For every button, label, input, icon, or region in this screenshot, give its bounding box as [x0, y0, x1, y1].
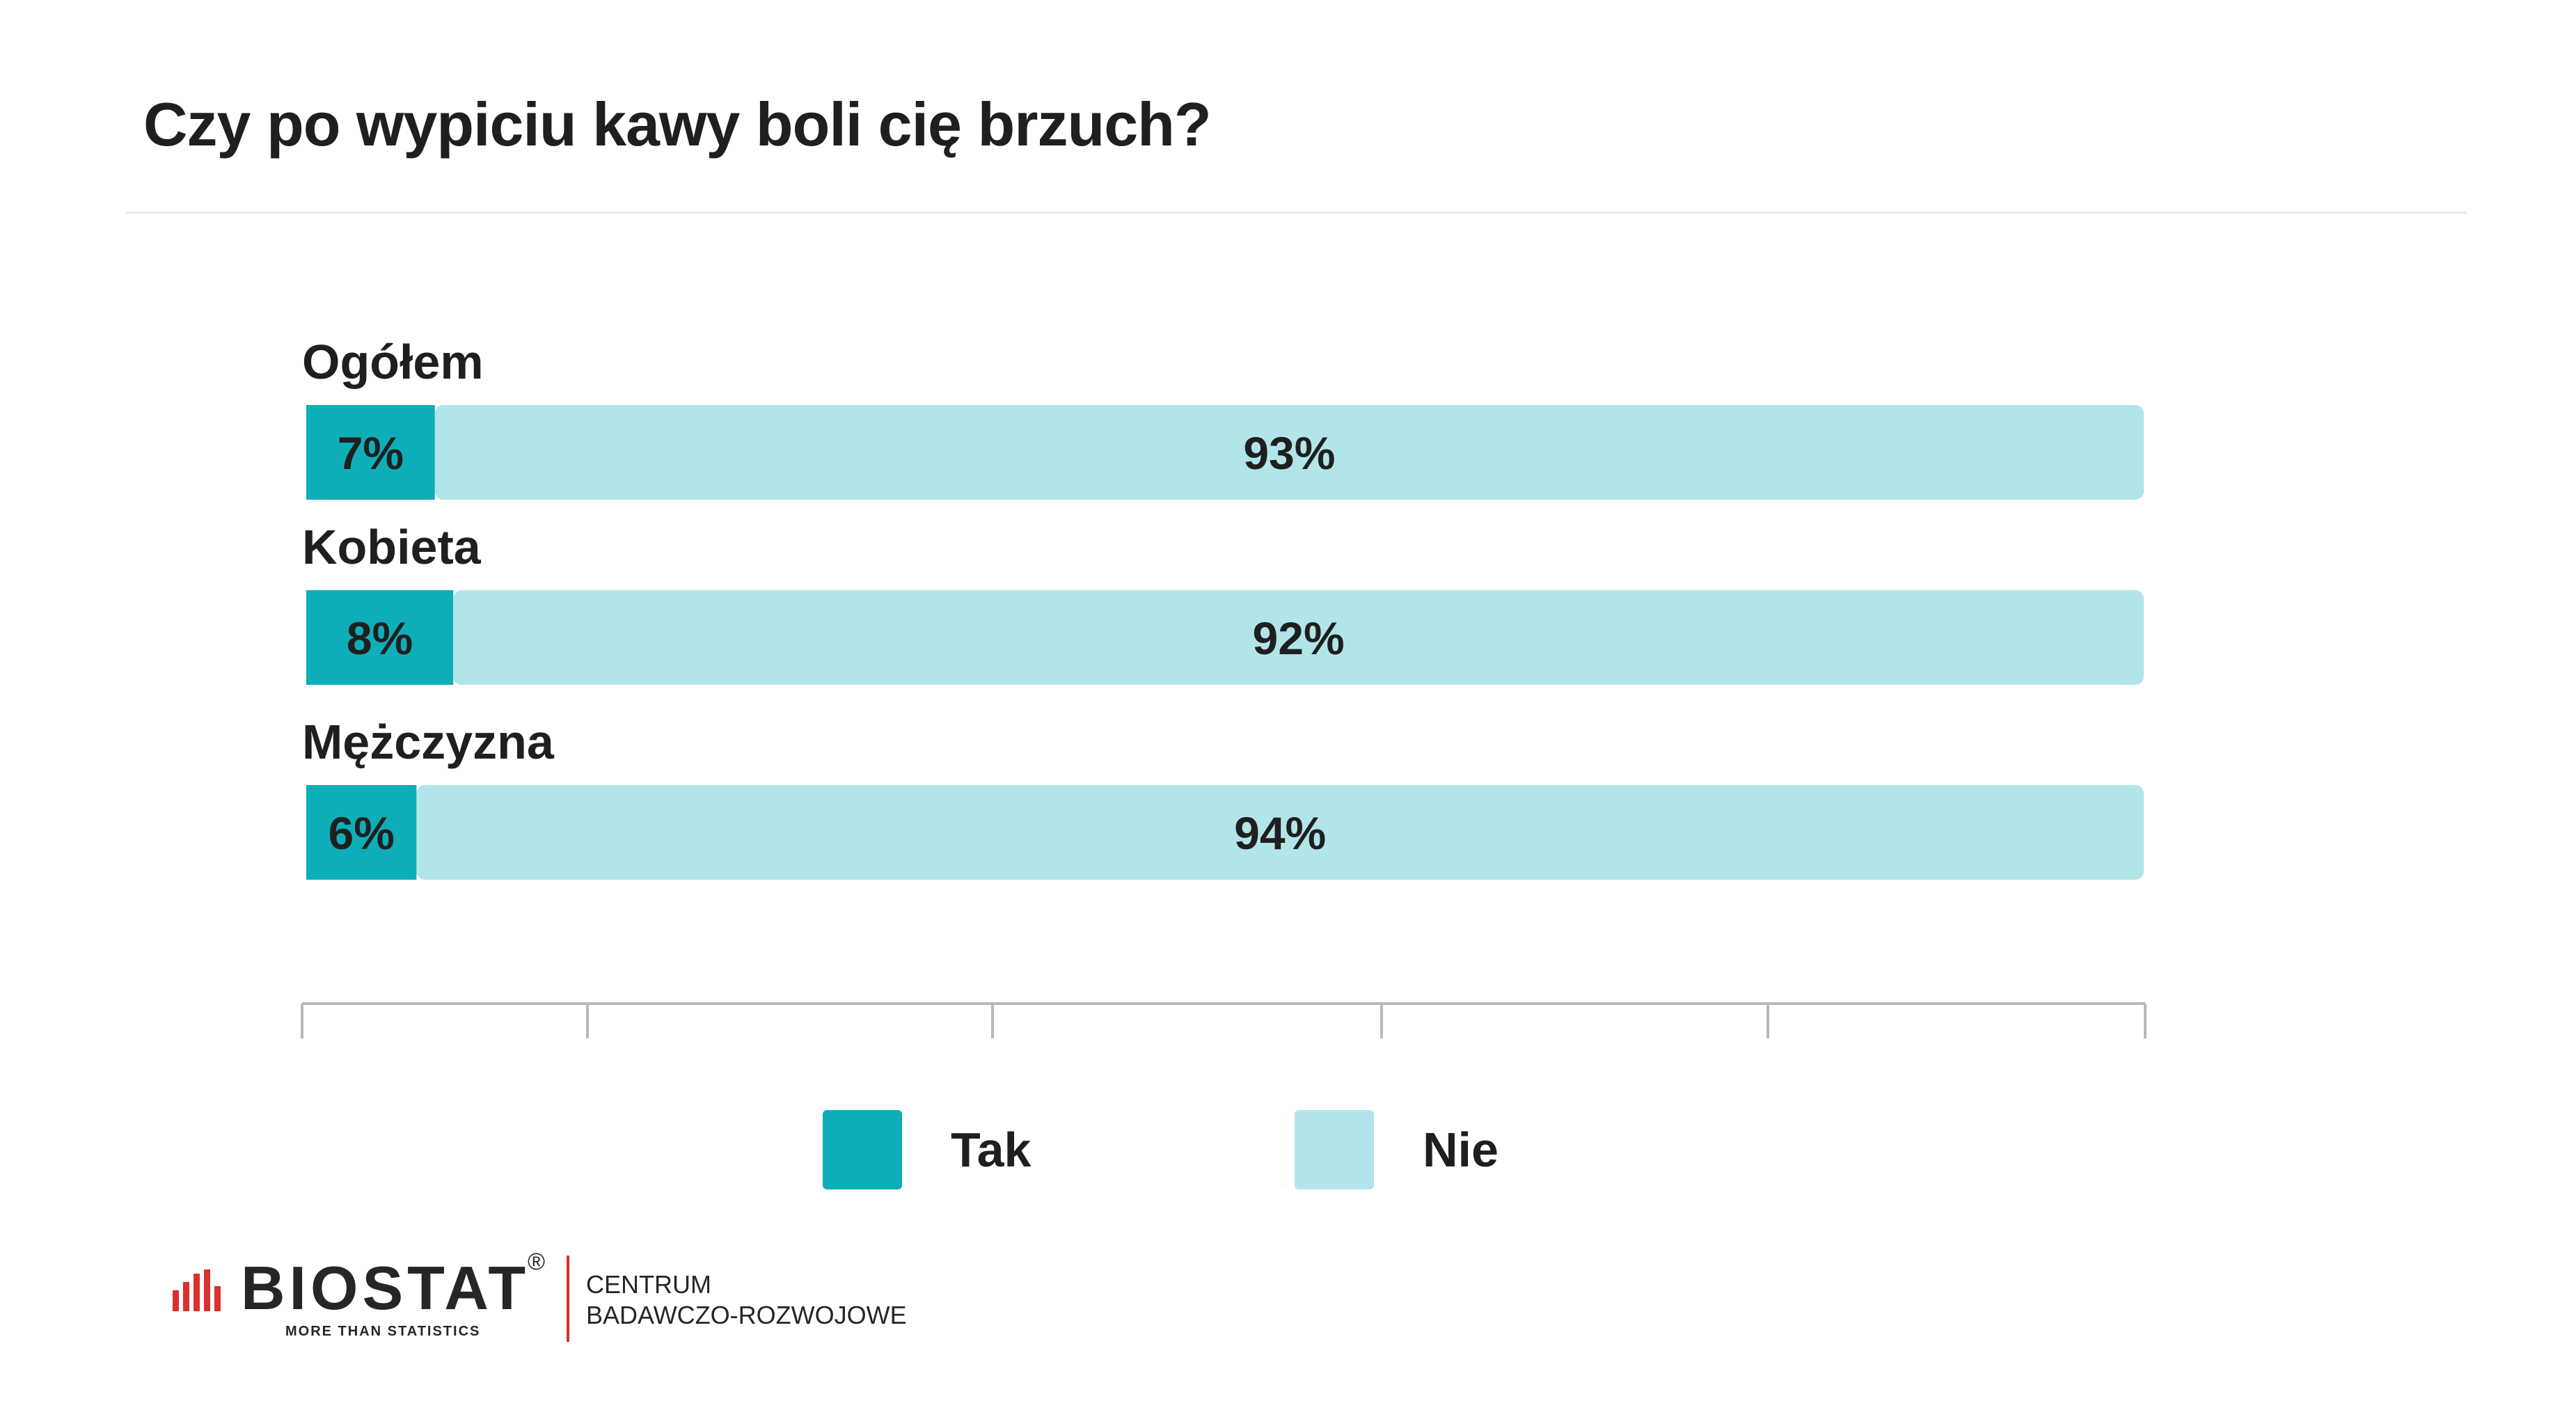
category-label-1: Ogółem: [302, 335, 484, 389]
title-divider: [125, 212, 2467, 214]
stacked-bar-chart: Ogółem 7% 93% Kobieta 8% 92% Mężczyzna 6% 94% Tak…: [301, 335, 2147, 1189]
division-line-2: BADAWCZO-ROZWOJOWE: [586, 1301, 907, 1329]
bar-tak-1: [306, 405, 435, 500]
division-name: CENTRUM BADAWCZO-ROZWOJOWE: [586, 1269, 907, 1331]
legend-label-nie: Nie: [1423, 1123, 1499, 1177]
data-label-nie-1: 93%: [1243, 427, 1335, 479]
bar-nie-1: [434, 405, 2144, 500]
data-label-tak-2: 8%: [347, 612, 413, 664]
category-label-2: Kobieta: [302, 520, 482, 574]
bar-tak-3: [306, 785, 417, 880]
division-line-1: CENTRUM: [586, 1270, 711, 1299]
data-label-nie-2: 92%: [1253, 612, 1345, 664]
bar-nie-3: [416, 785, 2144, 880]
logo-separator: [567, 1256, 569, 1342]
data-label-nie-3: 94%: [1234, 807, 1326, 859]
logo-wordmark: BIOSTAT: [241, 1253, 530, 1322]
logo-tagline: MORE THAN STATISTICS: [285, 1324, 481, 1339]
legend-swatch-tak: [823, 1110, 902, 1189]
data-label-tak-1: 7%: [338, 427, 404, 479]
registered-mark: ®: [528, 1249, 546, 1275]
chart-title: Czy po wypiciu kawy boli cię brzuch?: [143, 90, 1212, 159]
legend-swatch-nie: [1295, 1110, 1374, 1189]
category-label-3: Mężczyzna: [302, 715, 555, 769]
legend-label-tak: Tak: [951, 1123, 1031, 1177]
data-label-tak-3: 6%: [329, 807, 395, 859]
bar-nie-2: [453, 590, 2144, 685]
bar-chart-logo-icon: [173, 1269, 221, 1311]
bar-tak-2: [306, 590, 454, 685]
